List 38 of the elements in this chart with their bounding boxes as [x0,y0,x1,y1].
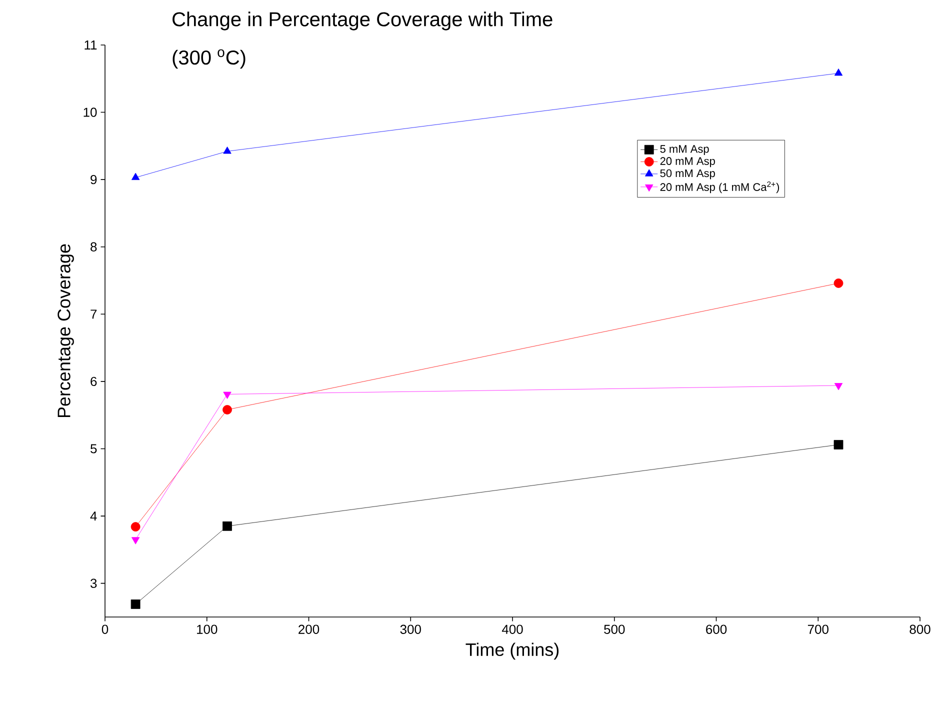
x-tick-label: 700 [808,624,828,634]
point [130,600,140,609]
point [834,383,843,390]
y-tick-label: 3 [90,578,97,588]
x-tick-label: 500 [604,624,625,634]
point [834,278,844,288]
x-tick-label: 200 [298,624,320,634]
point [131,172,140,180]
x-tick-label: 800 [910,624,930,634]
point [222,521,232,531]
point [223,392,232,399]
y-tick-label: 6 [90,376,97,386]
y-tick-label: 8 [90,242,97,252]
x-tick-label: 300 [400,624,421,634]
x-tick-label: 0 [102,624,108,634]
x-tick-label: 600 [706,624,727,634]
y-tick-label: 7 [90,310,97,319]
y-tick-label: 9 [90,174,97,184]
chart-title: Change in Percentage Coverage with Time [172,12,552,30]
x-tick-label: 100 [197,624,218,634]
legend-label: 5 mM Asp [660,145,709,155]
legend-label: 20 mM Asp (1 mM Ca$^{2+}$) [660,182,780,194]
y-axis-title: Percentage Coverage [58,244,74,418]
x-tick-label: 400 [502,624,523,634]
point [223,146,232,154]
y-tick-label: 10 [84,108,97,117]
point [131,537,140,544]
legend-label: 20 mM Asp [660,157,715,168]
legend-label: 50 mM Asp [660,169,715,180]
point [222,405,232,414]
y-tick-label: 4 [90,512,97,521]
point [834,68,843,76]
y-tick-label: 11 [84,40,97,50]
point [834,440,844,450]
y-tick-label: 5 [90,444,97,454]
chart-subtitle: (300 $^{o}$C) [172,49,246,69]
x-axis-title: Time (mins) [466,642,559,660]
point [130,522,140,532]
